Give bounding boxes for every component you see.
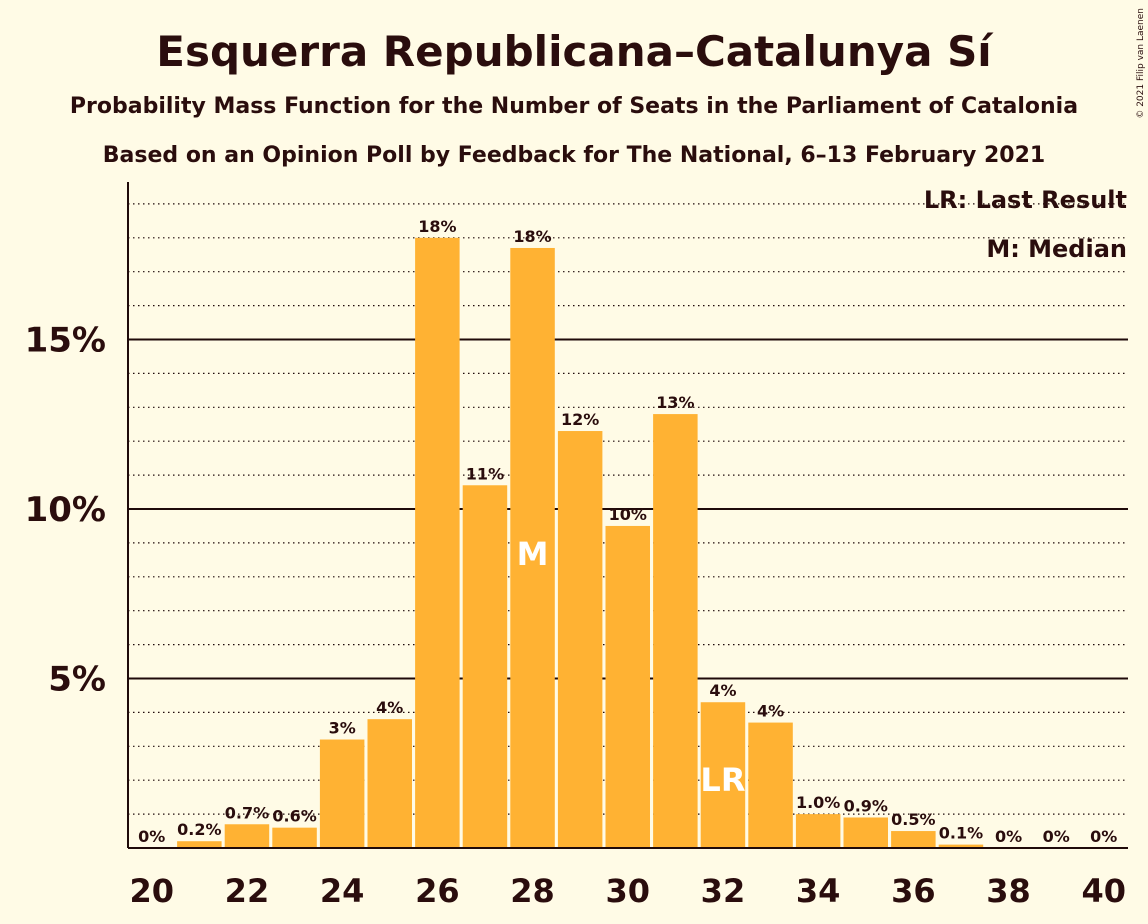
y-tick-label: 10% bbox=[25, 490, 106, 530]
chart-subtitle-source: Based on an Opinion Poll by Feedback for… bbox=[103, 143, 1045, 168]
x-tick-label: 20 bbox=[129, 872, 174, 910]
bar-seats-24 bbox=[319, 739, 365, 848]
median-marker: M bbox=[517, 535, 549, 573]
data-label-seats-24: 3% bbox=[329, 719, 356, 738]
data-label-seats-23: 0.6% bbox=[272, 807, 316, 826]
data-label-seats-29: 12% bbox=[561, 410, 599, 429]
bars bbox=[177, 237, 984, 849]
x-tick-label: 38 bbox=[986, 872, 1031, 910]
data-label-seats-25: 4% bbox=[376, 698, 403, 717]
bar-seats-30 bbox=[605, 525, 650, 848]
legend-last-result: LR: Last Result bbox=[924, 186, 1127, 214]
data-label-seats-26: 18% bbox=[418, 217, 456, 236]
bar-seats-25 bbox=[367, 719, 412, 848]
chart-title: Esquerra Republicana–Catalunya Sí bbox=[156, 27, 994, 76]
bar-seats-22 bbox=[224, 824, 270, 848]
data-labels: 0% 0.2%0.7% 0.6% 3% 4% 18% 11% 18% 12% 10% 13% 4% 4%… bbox=[138, 217, 1117, 846]
bar-seats-32 bbox=[700, 702, 746, 848]
y-tick-label: 15% bbox=[25, 321, 106, 361]
data-label-seats-37: 0.1% bbox=[939, 824, 983, 843]
x-tick-label: 32 bbox=[701, 872, 746, 910]
copyright-note: © 2021 Filip van Laenen bbox=[1136, 8, 1146, 119]
data-label-seats-36: 0.5% bbox=[891, 810, 935, 829]
data-label-seats-38: 0% bbox=[995, 827, 1022, 846]
x-tick-label: 26 bbox=[415, 872, 460, 910]
bar-seats-36 bbox=[891, 831, 936, 848]
data-label-seats-39: 0% bbox=[1043, 827, 1070, 846]
last-result-marker: LR bbox=[700, 761, 745, 799]
y-tick-labels: 5% 10% 15% bbox=[25, 321, 106, 700]
bar-markers: M LR bbox=[517, 535, 746, 799]
bar-seats-34 bbox=[795, 814, 841, 848]
legend-median: M: Median bbox=[986, 235, 1127, 263]
bar-seats-33 bbox=[748, 722, 793, 848]
data-label-seats-33: 4% bbox=[757, 702, 784, 721]
data-label-seats-21: 0.2% bbox=[177, 820, 221, 839]
data-label-seats-31: 13% bbox=[656, 393, 694, 412]
bar-seats-26 bbox=[415, 237, 460, 849]
bar-seats-28 bbox=[510, 247, 555, 849]
x-tick-label: 36 bbox=[891, 872, 936, 910]
data-label-seats-40: 0% bbox=[1090, 827, 1117, 846]
bar-seats-29 bbox=[557, 431, 603, 848]
data-label-seats-34: 1.0% bbox=[796, 793, 840, 812]
bar-seats-35 bbox=[843, 817, 888, 848]
data-label-seats-28: 18% bbox=[513, 227, 551, 246]
x-tick-label: 24 bbox=[320, 872, 365, 910]
x-tick-label: 28 bbox=[510, 872, 555, 910]
x-tick-label: 40 bbox=[1081, 872, 1126, 910]
data-label-seats-22: 0.7% bbox=[225, 803, 269, 822]
x-tick-label: 34 bbox=[796, 872, 841, 910]
y-tick-label: 5% bbox=[48, 660, 106, 700]
x-tick-label: 30 bbox=[605, 872, 650, 910]
data-label-seats-32: 4% bbox=[709, 681, 736, 700]
bar-seats-21 bbox=[177, 841, 222, 848]
bar-seats-37 bbox=[938, 844, 984, 848]
data-label-seats-30: 10% bbox=[609, 505, 647, 524]
bar-seats-23 bbox=[272, 827, 317, 848]
data-label-seats-20: 0% bbox=[138, 827, 165, 846]
x-tick-label: 22 bbox=[225, 872, 270, 910]
data-label-seats-35: 0.9% bbox=[844, 796, 888, 815]
data-label-seats-27: 11% bbox=[466, 464, 504, 483]
bar-seats-27 bbox=[462, 485, 508, 848]
bar-seats-31 bbox=[653, 414, 698, 848]
chart-subtitle: Probability Mass Function for the Number… bbox=[70, 94, 1078, 119]
x-tick-labels: 20 22 24 26 28 30 32 34 36 38 40 bbox=[129, 872, 1126, 910]
